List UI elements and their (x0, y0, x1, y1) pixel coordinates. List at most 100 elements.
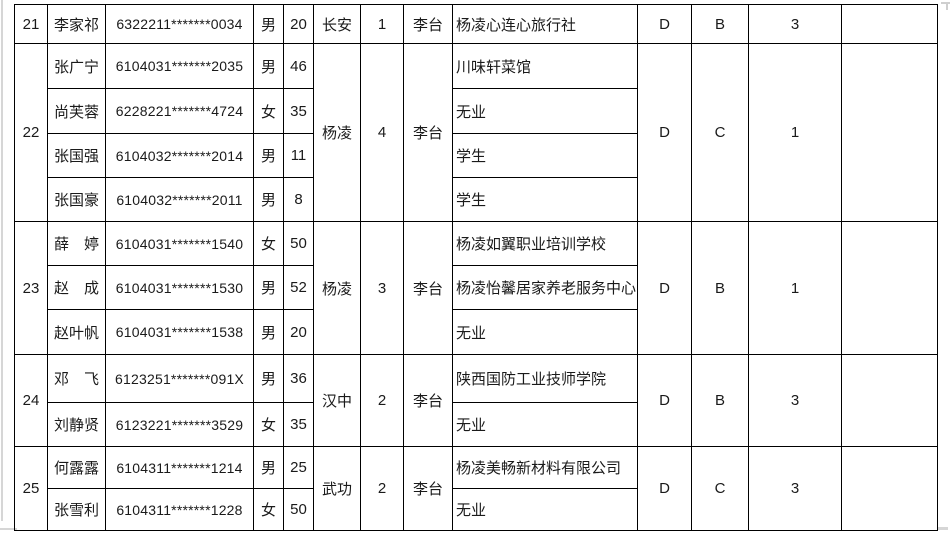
cell-age: 8 (283, 177, 314, 222)
table-row: 尚芙蓉 6228221*******4724 女 35 无业 (15, 88, 938, 134)
cell-gender: 女 (253, 488, 284, 531)
cell-origin: 长安 (313, 4, 361, 44)
cell-category-d: D (637, 4, 692, 44)
cell-extra (841, 221, 938, 355)
cell-extra (841, 446, 938, 531)
cell-occupation: 无业 (452, 402, 638, 447)
cell-grade: C (691, 43, 749, 222)
cell-id-number: 6104032*******2011 (105, 177, 254, 222)
cell-occupation: 学生 (452, 177, 638, 222)
cell-age: 20 (283, 309, 314, 355)
page-corner-mark (938, 527, 948, 530)
cell-gender: 男 (253, 265, 284, 310)
cell-name: 张国强 (47, 133, 106, 178)
cell-origin: 杨凌 (313, 221, 361, 355)
cell-id-number: 6123221*******3529 (105, 402, 254, 447)
cell-officer: 李台 (403, 221, 453, 355)
cell-id-number: 6104031*******1530 (105, 265, 254, 310)
cell-age: 35 (283, 88, 314, 134)
cell-age: 36 (283, 354, 314, 403)
cell-officer: 李台 (403, 4, 453, 44)
cell-id-number: 6104032*******2014 (105, 133, 254, 178)
cell-extra (841, 354, 938, 447)
cell-name: 赵叶帆 (47, 309, 106, 355)
cell-gender: 男 (253, 446, 284, 489)
cell-occupation: 川味轩菜馆 (452, 43, 638, 89)
cell-row-number: 21 (14, 4, 48, 44)
cell-occupation: 无业 (452, 88, 638, 134)
cell-age: 52 (283, 265, 314, 310)
cell-id-number: 6228221*******4724 (105, 88, 254, 134)
cell-officer: 李台 (403, 354, 453, 447)
cell-occupation: 杨凌美畅新材料有限公司 (452, 446, 638, 489)
cell-origin: 武功 (313, 446, 361, 531)
cell-row-number: 22 (14, 43, 48, 222)
cell-id-number: 6322211*******0034 (105, 4, 254, 44)
cell-id-number: 6104311*******1228 (105, 488, 254, 531)
cell-count-2: 3 (748, 354, 842, 447)
cell-origin: 汉中 (313, 354, 361, 447)
cell-id-number: 6104031*******2035 (105, 43, 254, 89)
cell-name: 薛 婷 (47, 221, 106, 266)
cell-row-number: 24 (14, 354, 48, 447)
table-row: 张国强 6104032*******2014 男 11 学生 (15, 133, 938, 178)
page-corner-mark (941, 2, 950, 4)
cell-category-d: D (637, 354, 692, 447)
cell-member-count: 2 (360, 354, 404, 447)
resident-roster-table: 21 李家祁 6322211*******0034 男 20 长安 1 李台 杨凌心连心旅行社 D… (14, 4, 938, 531)
cell-occupation: 无业 (452, 488, 638, 531)
cell-id-number: 6104311*******1214 (105, 446, 254, 489)
cell-row-number: 23 (14, 221, 48, 355)
cell-origin: 杨凌 (313, 43, 361, 222)
cell-member-count: 3 (360, 221, 404, 355)
cell-age: 11 (283, 133, 314, 178)
cell-row-number: 25 (14, 446, 48, 531)
table-row: 赵叶帆 6104031*******1538 男 20 无业 (15, 309, 938, 355)
cell-name: 李家祁 (47, 4, 106, 44)
cell-officer: 李台 (403, 43, 453, 222)
cell-name: 张广宁 (47, 43, 106, 89)
cell-gender: 男 (253, 177, 284, 222)
cell-age: 46 (283, 43, 314, 89)
page-edge-bottom (0, 528, 17, 530)
cell-name: 张国豪 (47, 177, 106, 222)
cell-name: 邓 飞 (47, 354, 106, 403)
cell-gender: 女 (253, 221, 284, 266)
cell-occupation: 陕西国防工业技师学院 (452, 354, 638, 403)
table-row: 刘静贤 6123221*******3529 女 35 无业 (15, 402, 938, 447)
table-row: 25 何露露 6104311*******1214 男 25 武功 2 李台 杨凌美畅新材料有限… (14, 446, 938, 531)
cell-gender: 男 (253, 354, 284, 403)
cell-age: 20 (283, 4, 314, 44)
cell-officer: 李台 (403, 446, 453, 531)
roster-table-body: 21 李家祁 6322211*******0034 男 20 长安 1 李台 杨凌心连心旅行社 D… (14, 4, 938, 531)
cell-name: 刘静贤 (47, 402, 106, 447)
cell-name: 赵 成 (47, 265, 106, 310)
cell-name: 尚芙蓉 (47, 88, 106, 134)
cell-occupation: 杨凌怡馨居家养老服务中心 (452, 265, 638, 310)
cell-grade: B (691, 354, 749, 447)
cell-grade: B (691, 4, 749, 44)
table-row: 赵 成 6104031*******1530 男 52 杨凌怡馨居家养老服务中心 (15, 265, 938, 310)
table-row: 张雪利 6104311*******1228 女 50 无业 (15, 488, 938, 531)
page-corner-mark (946, 2, 948, 10)
cell-gender: 男 (253, 4, 284, 44)
cell-category-d: D (637, 221, 692, 355)
cell-age: 50 (283, 221, 314, 266)
cell-extra (841, 4, 938, 44)
cell-gender: 男 (253, 43, 284, 89)
table-row: 21 李家祁 6322211*******0034 男 20 长安 1 李台 杨凌心连心旅行社 D… (14, 4, 938, 44)
cell-member-count: 2 (360, 446, 404, 531)
table-row: 22 张广宁 6104031*******2035 男 46 杨凌 4 李台 川味轩菜馆 D C 1 (14, 43, 938, 222)
cell-count-2: 3 (748, 446, 842, 531)
cell-gender: 男 (253, 133, 284, 178)
cell-gender: 女 (253, 88, 284, 134)
cell-id-number: 6123251*******091X (105, 354, 254, 403)
cell-age: 35 (283, 402, 314, 447)
cell-grade: B (691, 221, 749, 355)
cell-age: 25 (283, 446, 314, 489)
page-edge-left (1, 0, 3, 521)
cell-category-d: D (637, 446, 692, 531)
cell-occupation: 杨凌如翼职业培训学校 (452, 221, 638, 266)
cell-id-number: 6104031*******1538 (105, 309, 254, 355)
